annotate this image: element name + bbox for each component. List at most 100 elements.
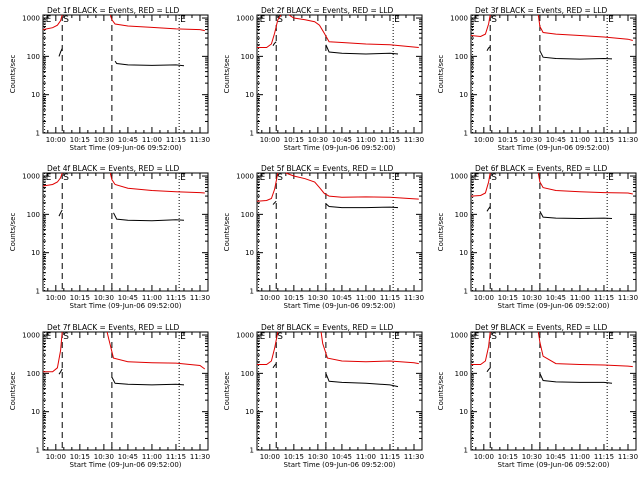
- x-tick-label: 11:15: [380, 294, 400, 302]
- x-tick-label: 10:15: [498, 294, 518, 302]
- x-tick-label: 11:00: [356, 294, 376, 302]
- panel-det-8f: 1 10 100 1000 10:00 10:15 10:30 10:45 11:00 11:15…: [223, 323, 424, 469]
- series-events-line: [58, 48, 63, 57]
- series-lld-line: [285, 172, 419, 200]
- series-events-line: [272, 363, 277, 369]
- y-tick-label: 10: [459, 249, 468, 257]
- marker-label: E: [474, 332, 480, 342]
- y-axis-label: Counts/sec: [223, 372, 231, 411]
- marker-label: E: [608, 332, 614, 342]
- series-lld-line: [42, 172, 63, 187]
- series-lld-line: [42, 14, 63, 31]
- x-tick-label: 10:30: [94, 294, 114, 302]
- series-lld-line: [470, 172, 491, 197]
- marker-label: E: [474, 173, 480, 183]
- plot-frame: [256, 331, 423, 451]
- y-tick-label: 1000: [22, 173, 40, 181]
- panel-det-6f: 1 10 100 1000 10:00 10:15 10:30 10:45 11:00 11:15…: [437, 164, 638, 310]
- x-tick-label: 11:30: [404, 136, 424, 144]
- x-tick-label: 10:45: [332, 294, 352, 302]
- x-tick-label: 11:15: [380, 136, 400, 144]
- y-tick-label: 1: [36, 130, 40, 138]
- series-events-line: [58, 368, 63, 375]
- x-tick-label: 11:30: [404, 294, 424, 302]
- marker-label: E: [180, 173, 186, 183]
- marker-label: E: [180, 332, 186, 342]
- x-tick-label: 11:00: [570, 294, 590, 302]
- y-axis-label: Counts/sec: [9, 372, 17, 411]
- panel-title: Det 6f BLACK = Events, RED = LLD: [475, 164, 608, 173]
- series-lld-line: [537, 14, 633, 41]
- panel-det-5f: 1 10 100 1000 10:00 10:15 10:30 10:45 11:00 11:15…: [223, 164, 424, 310]
- plot-frame: [42, 331, 209, 451]
- x-tick-label: 10:00: [260, 294, 280, 302]
- x-tick-label: 11:00: [142, 294, 162, 302]
- y-tick-label: 100: [27, 370, 40, 378]
- x-axis-label: Start Time (09-Jun-06 09:52:00): [70, 461, 182, 469]
- x-tick-label: 11:30: [618, 136, 638, 144]
- x-tick-label: 11:00: [142, 136, 162, 144]
- series-events-line: [58, 209, 63, 217]
- plot-frame: [470, 172, 637, 292]
- panel-title: Det 9f BLACK = Events, RED = LLD: [475, 323, 608, 332]
- series-events-line: [325, 373, 399, 388]
- x-tick-label: 10:00: [46, 294, 66, 302]
- x-tick-label: 10:30: [308, 294, 328, 302]
- marker-label: E: [394, 173, 400, 183]
- marker-label: E: [394, 332, 400, 342]
- y-axis-label: Counts/sec: [223, 213, 231, 252]
- x-tick-label: 11:30: [618, 453, 638, 461]
- x-tick-label: 10:30: [522, 453, 542, 461]
- y-tick-label: 100: [241, 53, 254, 61]
- marker-label: E: [260, 332, 266, 342]
- x-tick-label: 10:30: [94, 136, 114, 144]
- y-tick-label: 100: [27, 53, 40, 61]
- series-events-line: [325, 44, 399, 55]
- plot-frame: [42, 172, 209, 292]
- marker-label: E: [474, 15, 480, 25]
- panel-det-4f: 1 10 100 1000 10:00 10:15 10:30 10:45 11:00 11:15…: [9, 164, 210, 310]
- y-tick-label: 100: [455, 53, 468, 61]
- series-events-line: [539, 373, 613, 384]
- y-axis-label: Counts/sec: [9, 55, 17, 94]
- y-tick-label: 100: [27, 211, 40, 219]
- series-events-line: [486, 46, 491, 52]
- x-tick-label: 11:30: [190, 136, 210, 144]
- y-tick-label: 1: [36, 447, 40, 455]
- marker-label: E: [46, 332, 52, 342]
- x-axis-label: Start Time (09-Jun-06 09:52:00): [70, 144, 182, 152]
- panel-title: Det 2f BLACK = Events, RED = LLD: [261, 6, 394, 15]
- x-tick-label: 10:30: [522, 136, 542, 144]
- series-lld-line: [288, 14, 419, 48]
- panel-title: Det 4f BLACK = Events, RED = LLD: [47, 164, 180, 173]
- x-tick-label: 11:00: [356, 136, 376, 144]
- marker-label: E: [608, 15, 614, 25]
- x-tick-label: 10:45: [118, 453, 138, 461]
- x-tick-label: 10:45: [546, 453, 566, 461]
- x-axis-label: Start Time (09-Jun-06 09:52:00): [284, 302, 396, 310]
- x-axis-label: Start Time (09-Jun-06 09:52:00): [498, 302, 610, 310]
- marker-label: S: [63, 173, 69, 183]
- y-tick-label: 1000: [450, 15, 468, 23]
- series-events-line: [111, 376, 185, 386]
- series-events-line: [486, 367, 491, 373]
- y-tick-label: 1: [36, 288, 40, 296]
- x-tick-label: 10:15: [284, 453, 304, 461]
- x-tick-label: 11:15: [166, 136, 186, 144]
- series-lld-line: [537, 172, 633, 195]
- x-tick-label: 11:15: [380, 453, 400, 461]
- x-tick-label: 11:00: [356, 453, 376, 461]
- y-axis-label: Counts/sec: [437, 213, 445, 252]
- y-tick-label: 1000: [236, 173, 254, 181]
- x-tick-label: 10:00: [474, 136, 494, 144]
- plot-frame: [470, 331, 637, 451]
- marker-label: E: [260, 15, 266, 25]
- marker-label: E: [608, 173, 614, 183]
- series-lld-line: [470, 14, 491, 38]
- series-events-line: [539, 211, 613, 220]
- y-tick-label: 1: [250, 288, 254, 296]
- y-axis-label: Counts/sec: [437, 55, 445, 94]
- y-tick-label: 1: [250, 447, 254, 455]
- marker-label: S: [491, 173, 497, 183]
